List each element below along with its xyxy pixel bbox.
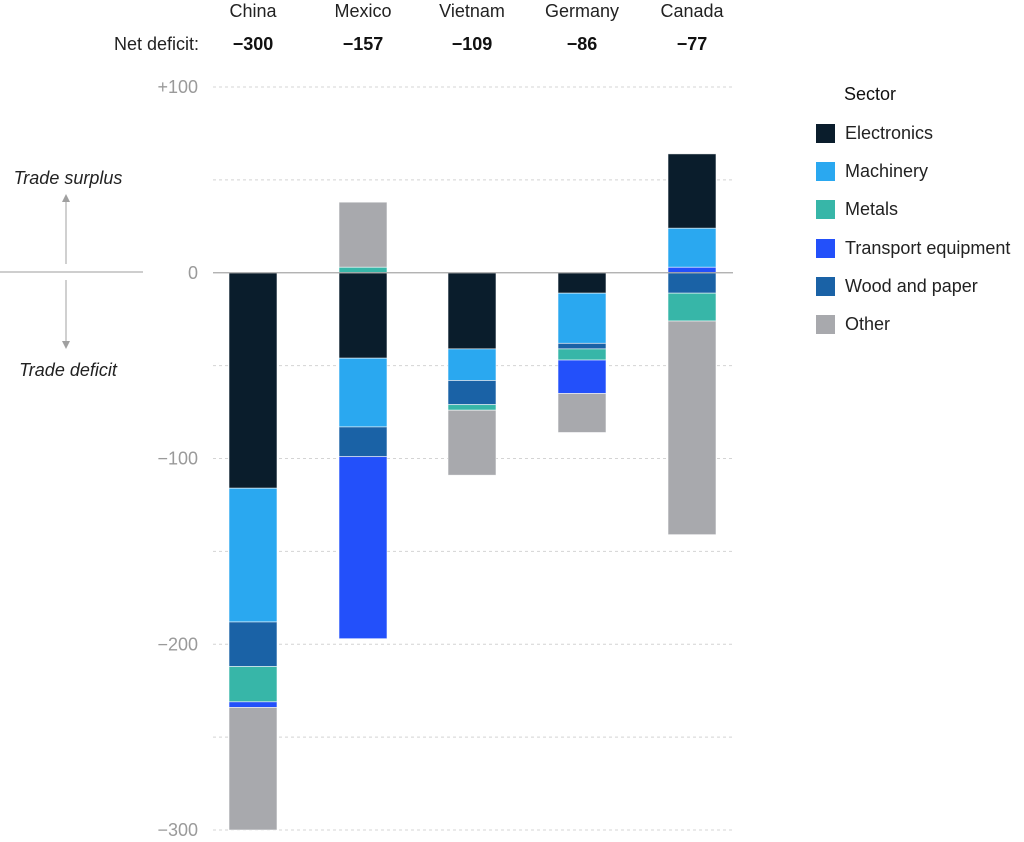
legend: Sector Electronics Machinery Metals Transpo…: [816, 84, 1010, 344]
y-tick-label: −300: [157, 820, 198, 840]
bar-segment-machinery: [447, 348, 497, 381]
bar-segment-transport-equipment: [338, 456, 388, 640]
bar-segment-wood-and-paper: [228, 621, 278, 667]
net-deficit-value: −109: [452, 34, 493, 54]
bar-segment-wood-and-paper: [557, 342, 607, 350]
arrow-up-icon: [62, 194, 70, 202]
legend-item: Transport equipment: [816, 229, 1010, 267]
bar-segment-electronics: [667, 153, 717, 229]
trade-deficit-label: Trade deficit: [19, 360, 118, 380]
bar-segment-electronics: [557, 272, 607, 294]
bar-segment-metals: [557, 348, 607, 361]
legend-item: Electronics: [816, 114, 1010, 152]
category-label: China: [229, 1, 277, 21]
net-deficit-value: −86: [567, 34, 598, 54]
legend-item: Metals: [816, 191, 1010, 229]
surplus-deficit-annotation: Trade surplus Trade deficit: [0, 168, 143, 380]
bar-segment-other: [338, 201, 388, 268]
bar-segment-metals: [667, 292, 717, 322]
bar-segment-wood-and-paper: [667, 272, 717, 294]
bar-segment-machinery: [667, 227, 717, 268]
legend-label: Machinery: [845, 160, 929, 181]
y-tick-label: +100: [157, 77, 198, 97]
bar-segment-machinery: [228, 487, 278, 623]
bar-segment-other: [447, 409, 497, 476]
legend-swatch: [816, 276, 835, 296]
labels-layer: +100 0 −100 −200 −300 China −300 Mexico −157 Viet…: [157, 1, 724, 840]
legend-label: Metals: [845, 199, 899, 220]
bar-segment-machinery: [557, 292, 607, 344]
bar-segment-metals: [447, 404, 497, 411]
net-deficit-value: −157: [343, 34, 384, 54]
arrow-down-icon: [62, 341, 70, 349]
legend-item: Other: [816, 305, 1010, 343]
bar-segment-transport-equipment: [228, 701, 278, 708]
y-tick-label: −100: [157, 449, 198, 469]
legend-label: Other: [845, 314, 891, 335]
bar-segment-electronics: [228, 272, 278, 489]
bar-segment-transport-equipment: [667, 266, 717, 274]
bar-segment-transport-equipment: [557, 359, 607, 394]
legend-swatch: [816, 123, 835, 143]
bar-segment-wood-and-paper: [338, 426, 388, 458]
bar-segment-other: [228, 707, 278, 831]
bar-segment-electronics: [338, 272, 388, 359]
legend-label: Transport equipment: [845, 237, 1011, 258]
bar-segment-other: [557, 393, 607, 433]
bars-layer: [228, 153, 717, 831]
legend-items: Electronics Machinery Metals Transport equi…: [816, 114, 1010, 344]
net-deficit-value: −77: [677, 34, 708, 54]
net-deficit-value: −300: [233, 34, 274, 54]
net-deficit-label: Net deficit:: [114, 34, 199, 54]
category-label: Germany: [545, 1, 619, 21]
bar-segment-wood-and-paper: [447, 380, 497, 406]
legend-swatch: [816, 161, 835, 181]
legend-swatch: [816, 238, 835, 258]
bar-segment-metals: [338, 266, 388, 274]
legend-title: Sector: [844, 84, 897, 104]
bar-segment-metals: [228, 666, 278, 703]
bar-segment-electronics: [447, 272, 497, 350]
legend-item: Machinery: [816, 152, 1010, 190]
category-label: Vietnam: [439, 1, 505, 21]
bar-segment-other: [667, 320, 717, 536]
legend-label: Electronics: [845, 122, 934, 143]
category-label: Canada: [660, 1, 724, 21]
legend-swatch: [816, 200, 835, 220]
legend-item: Wood and paper: [816, 267, 1010, 305]
legend-label: Wood and paper: [845, 275, 978, 296]
legend-swatch: [816, 315, 835, 335]
bar-segment-machinery: [338, 357, 388, 428]
y-tick-label: −200: [157, 634, 198, 654]
category-label: Mexico: [334, 1, 391, 21]
y-tick-label: 0: [188, 263, 198, 283]
trade-surplus-label: Trade surplus: [14, 168, 123, 188]
